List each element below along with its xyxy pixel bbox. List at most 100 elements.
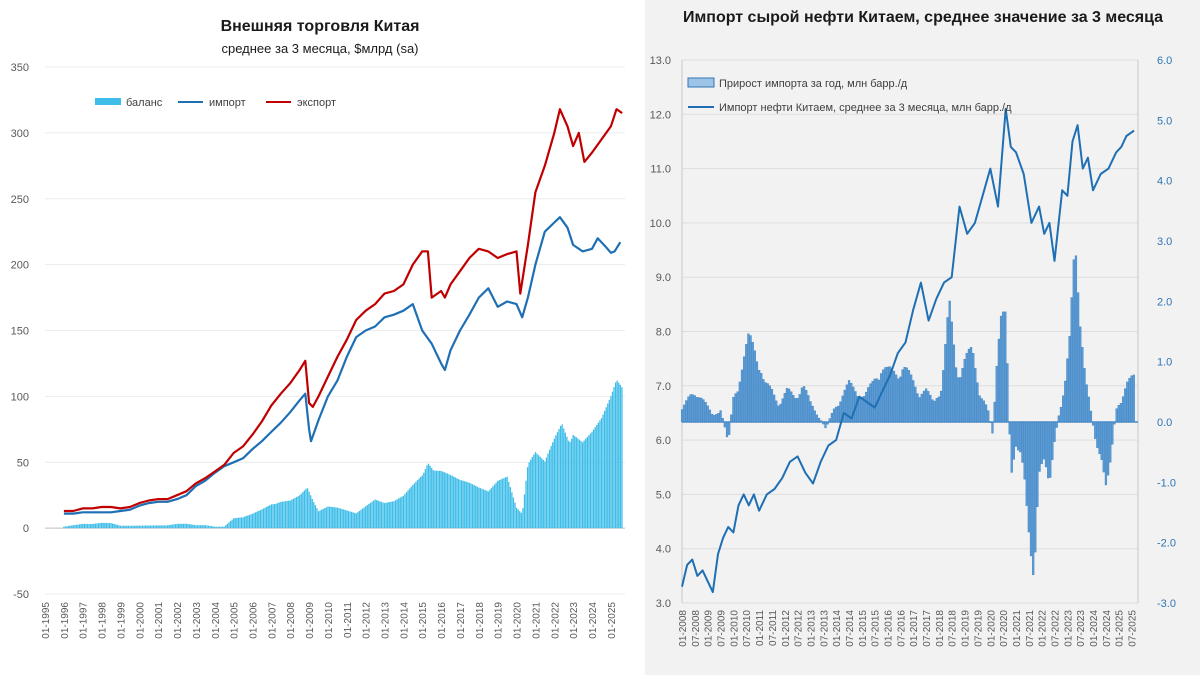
import-growth-bar — [1055, 421, 1058, 428]
balance-bar — [288, 500, 290, 529]
import-growth-bar — [963, 359, 966, 423]
balance-bar — [346, 510, 348, 529]
import-growth-bar — [916, 393, 919, 423]
balance-bar — [135, 525, 137, 529]
balance-bar — [465, 481, 467, 529]
balance-bar — [207, 525, 210, 529]
balance-bar — [399, 497, 401, 529]
import-growth-bar — [989, 421, 992, 423]
import-growth-bar — [1034, 421, 1037, 553]
balance-bar — [190, 524, 192, 529]
balance-bar — [229, 521, 232, 529]
balance-bar — [132, 525, 134, 529]
balance-bar — [198, 525, 200, 529]
balance-bar — [517, 509, 519, 529]
import-growth-bar — [907, 370, 911, 423]
import-growth-bar — [845, 384, 848, 423]
balance-bar — [575, 437, 577, 529]
balance-bar — [116, 524, 119, 529]
balance-bar — [316, 508, 318, 529]
balance-bar — [490, 487, 493, 529]
import-growth-bar — [952, 344, 956, 423]
balance-bar — [616, 380, 618, 529]
left-chart-panel: Внешняя торговля Китая среднее за 3 меся… — [10, 18, 625, 639]
balance-bar — [196, 525, 199, 529]
balance-bar — [383, 503, 386, 529]
import-growth-bar — [931, 399, 934, 423]
balance-bar — [542, 459, 544, 529]
balance-bar — [289, 500, 291, 529]
balance-bar — [82, 523, 84, 529]
balance-bar — [471, 484, 474, 529]
balance-bar — [591, 431, 593, 529]
x-tick-label: 01-2023 — [1063, 610, 1074, 647]
balance-bar — [619, 384, 621, 529]
export-series-line — [63, 108, 623, 513]
balance-bar — [336, 507, 339, 529]
x-tick-label: 07-2014 — [845, 610, 856, 647]
balance-bar — [506, 476, 508, 529]
balance-bar — [349, 511, 351, 529]
y-tick-label: 300 — [11, 128, 29, 140]
balance-bar — [214, 526, 216, 529]
balance-bar — [258, 510, 260, 529]
balance-bar — [313, 502, 315, 529]
balance-bar — [497, 480, 499, 529]
balance-bar — [222, 526, 224, 529]
import-growth-bar — [1053, 421, 1056, 442]
balance-bar — [240, 517, 243, 529]
x-tick-label: 01-2023 — [569, 602, 580, 639]
import-growth-bar — [873, 378, 876, 423]
y-left-tick-label: 3.0 — [656, 598, 671, 610]
balance-bar — [154, 525, 156, 529]
balance-bar — [594, 427, 596, 529]
balance-bar — [396, 499, 398, 529]
import-growth-bar — [852, 386, 855, 423]
balance-bar — [138, 525, 141, 529]
balance-bar — [473, 485, 475, 529]
import-growth-bar — [920, 393, 923, 423]
balance-bar — [308, 491, 310, 529]
y-left-tick-label: 8.0 — [656, 327, 671, 339]
balance-bar — [369, 502, 372, 529]
import-growth-bar — [922, 390, 926, 423]
balance-bar — [162, 525, 164, 529]
import-growth-bar — [888, 366, 891, 423]
import-growth-bar — [918, 397, 921, 423]
import-growth-bar — [807, 395, 810, 423]
y-tick-label: 150 — [11, 326, 29, 338]
balance-bar — [99, 523, 101, 529]
x-tick-label: 07-2010 — [742, 610, 753, 647]
balance-bar — [74, 525, 76, 529]
import-growth-bar — [749, 335, 752, 423]
balance-bar — [168, 525, 170, 529]
import-growth-bar — [768, 385, 771, 423]
y-left-tick-label: 5.0 — [656, 489, 671, 501]
balance-bar — [481, 488, 483, 529]
x-tick-label: 07-2021 — [1025, 610, 1036, 647]
balance-bar — [295, 497, 298, 529]
x-tick-label: 01-2011 — [755, 610, 766, 646]
balance-bar — [572, 435, 574, 529]
import-growth-bar — [1038, 421, 1041, 472]
balance-bar — [328, 506, 331, 529]
balance-bar — [286, 500, 288, 529]
balance-bar — [284, 501, 287, 529]
balance-bar — [317, 511, 320, 529]
y-right-tick-label: -2.0 — [1157, 538, 1176, 550]
import-growth-bar — [954, 367, 958, 423]
balance-bar — [423, 472, 425, 529]
legend-label-balance: баланс — [126, 97, 163, 109]
balance-bar — [580, 440, 582, 529]
balance-bar — [533, 454, 535, 529]
import-growth-bar — [1006, 363, 1009, 423]
import-growth-bar — [1012, 421, 1015, 460]
import-growth-bar — [830, 412, 834, 423]
import-growth-bar — [775, 400, 778, 423]
import-growth-bar — [1111, 421, 1114, 445]
import-growth-bar — [1102, 421, 1105, 473]
x-tick-label: 01-2021 — [531, 602, 542, 639]
legend-label-growth: Прирост импорта за год, млн барр./д — [719, 78, 908, 90]
import-growth-bar — [903, 367, 906, 423]
import-growth-bar — [826, 421, 829, 425]
